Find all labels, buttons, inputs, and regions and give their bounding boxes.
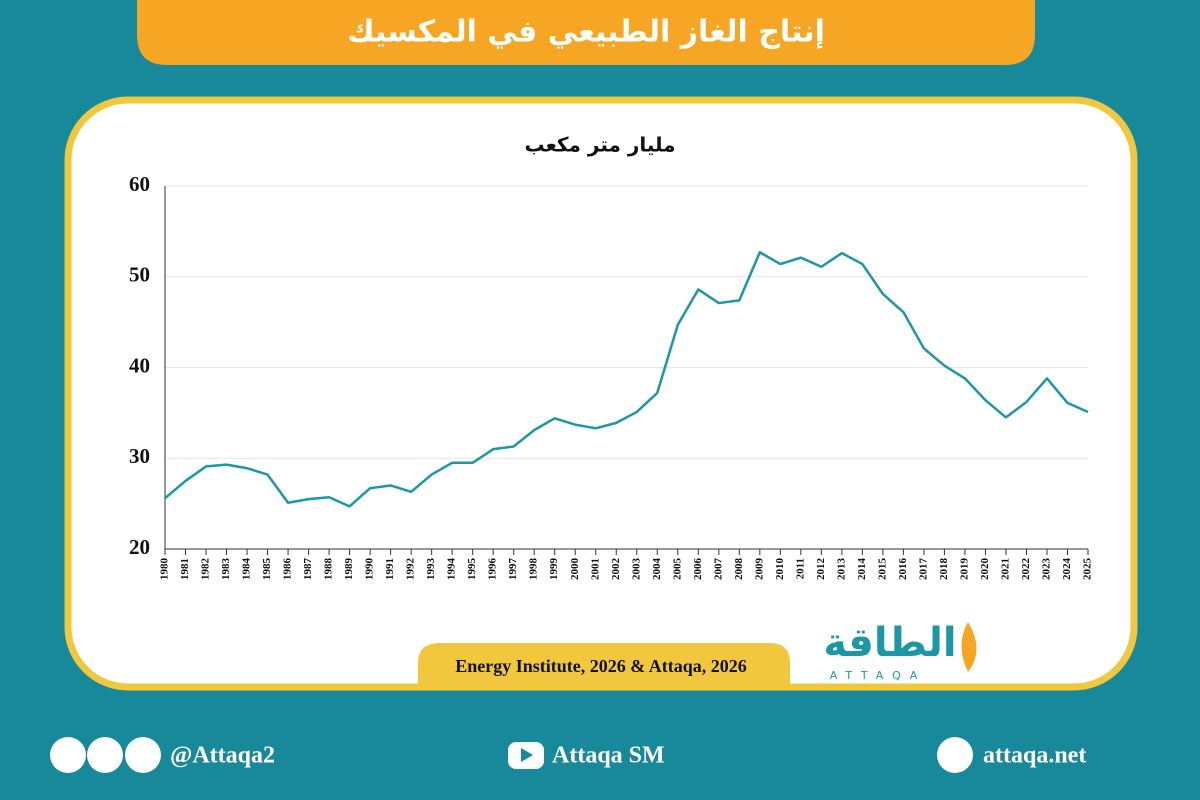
logo-name: الطاقة bbox=[823, 620, 956, 666]
x-tick-label: 1985 bbox=[261, 558, 273, 581]
x-tick-label: 2013 bbox=[835, 558, 847, 581]
x-tick-label: 1986 bbox=[282, 558, 294, 581]
x-tick-label: 1987 bbox=[302, 558, 314, 581]
x-tick-label: 2020 bbox=[979, 558, 991, 581]
chart-title: إنتاج الغاز الطبيعي في المكسيك bbox=[347, 15, 825, 50]
x-tick-label: 1984 bbox=[241, 558, 253, 581]
x-tick-label: 1997 bbox=[507, 558, 519, 581]
x-tick-label: 2012 bbox=[815, 558, 827, 581]
y-tick-label: 40 bbox=[129, 353, 150, 377]
y-tick-label: 20 bbox=[129, 535, 150, 559]
x-tick-label: 2014 bbox=[856, 558, 868, 581]
y-tick-label: 30 bbox=[129, 444, 150, 468]
x-tick-label: 2000 bbox=[569, 558, 581, 581]
x-tick-label: 2024 bbox=[1061, 558, 1073, 581]
x-tick-label: 1990 bbox=[364, 558, 376, 581]
x-tick-label: 1995 bbox=[466, 558, 478, 581]
youtube-play bbox=[521, 748, 533, 762]
x-tick-label: 2019 bbox=[958, 558, 970, 581]
source-box bbox=[418, 643, 790, 690]
x-tick-label: 2018 bbox=[938, 558, 950, 581]
x-tick-label: 1998 bbox=[528, 558, 540, 581]
x-tick-label: 2022 bbox=[1020, 558, 1032, 581]
footer: @Attaqa2 Attaqa SM attaqa.net bbox=[50, 737, 1086, 773]
x-tick-label: 1980 bbox=[159, 558, 171, 581]
card bbox=[64, 96, 1138, 691]
x-tick-label: 2006 bbox=[692, 558, 704, 581]
website: attaqa.net bbox=[983, 743, 1086, 769]
x-tick-label: 2007 bbox=[712, 558, 724, 581]
y-tick-label: 60 bbox=[129, 172, 150, 196]
web-icon bbox=[937, 737, 973, 773]
x-tick-label: 1982 bbox=[200, 558, 212, 581]
header-bar bbox=[137, 0, 1035, 65]
logo: الطاقة ATTAQA bbox=[823, 620, 977, 682]
x-tick-label: 1983 bbox=[220, 558, 232, 581]
facebook-icon bbox=[125, 737, 161, 773]
x-tick-label: 1988 bbox=[323, 558, 335, 581]
x-tick-label: 2025 bbox=[1082, 558, 1094, 581]
x-tick-label: 2009 bbox=[753, 558, 765, 581]
x-tick-label: 2023 bbox=[1041, 558, 1053, 581]
x-tick-label: 2002 bbox=[610, 558, 622, 581]
x-tick-label: 2017 bbox=[917, 558, 929, 581]
x-tick-label: 2005 bbox=[671, 558, 683, 581]
x-tick-label: 1992 bbox=[405, 558, 417, 581]
x-tick-label: 2011 bbox=[794, 558, 806, 579]
x-tick-label: 1994 bbox=[446, 558, 458, 581]
x-tick-label: 1981 bbox=[179, 558, 191, 580]
x-tick-label: 2004 bbox=[651, 558, 663, 581]
instagram-icon bbox=[87, 737, 123, 773]
x-tick-label: 2001 bbox=[589, 558, 601, 580]
x-tick-label: 1996 bbox=[487, 558, 499, 581]
y-axis-label: مليار متر مكعب bbox=[524, 133, 675, 157]
line bbox=[164, 250, 1089, 508]
y-tick-label: 50 bbox=[129, 263, 150, 287]
x-tick-label: 2015 bbox=[876, 558, 888, 581]
x-tick-label: 1999 bbox=[548, 558, 560, 581]
x-tick-label: 2003 bbox=[630, 558, 642, 581]
youtube: Attaqa SM bbox=[552, 743, 665, 769]
x-tick-label: 2016 bbox=[897, 558, 909, 581]
source: Energy Institute, 2026 & Attaqa, 2026 bbox=[455, 656, 747, 676]
logo-latin: ATTAQA bbox=[830, 669, 927, 682]
handle: @Attaqa2 bbox=[170, 743, 275, 769]
x-tick-label: 1991 bbox=[384, 558, 396, 580]
x-tick-label: 1993 bbox=[425, 558, 437, 581]
x-tick-label: 2010 bbox=[774, 558, 786, 581]
x-tick-label: 1989 bbox=[343, 558, 355, 581]
x-icon bbox=[50, 737, 86, 773]
x-tick-label: 2008 bbox=[733, 558, 745, 581]
x-tick-label: 2021 bbox=[999, 558, 1011, 580]
logo-flame bbox=[961, 622, 977, 672]
